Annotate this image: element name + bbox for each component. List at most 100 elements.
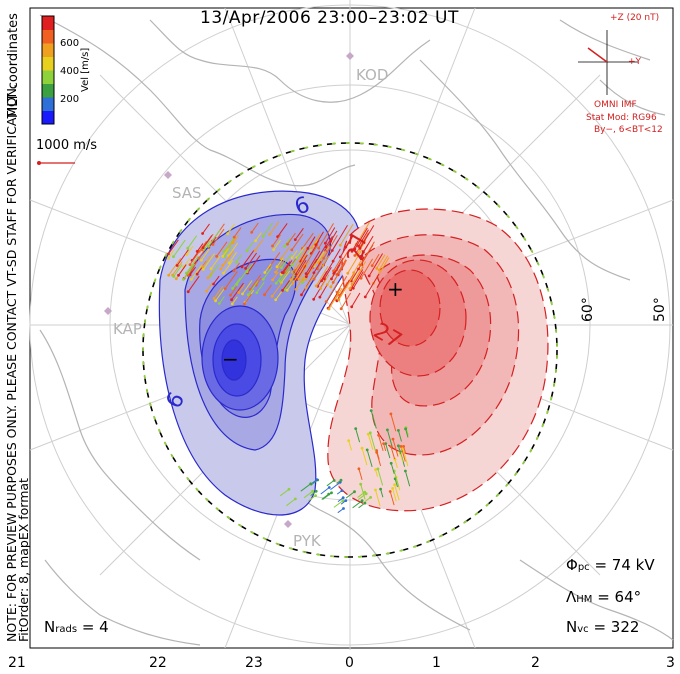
velocity-vector — [233, 227, 242, 238]
velocity-vector — [187, 235, 198, 249]
velocity-vector — [367, 433, 374, 450]
velocity-vector — [402, 448, 409, 467]
velocity-vector — [318, 245, 330, 263]
velocity-vector — [276, 258, 284, 267]
velocity-vector — [247, 255, 261, 274]
station-marker-kap — [104, 307, 112, 315]
velocity-vector — [316, 245, 332, 270]
velocity-vector — [173, 264, 183, 277]
fit-order-note: FitOrder: 8, mapEX format — [16, 478, 31, 642]
velocity-vector — [281, 261, 291, 273]
velocity-vector — [322, 492, 332, 500]
velocity-vector — [364, 496, 371, 503]
velocity-vector — [375, 469, 378, 477]
velocity-vector — [208, 236, 217, 248]
velocity-vector — [189, 247, 203, 265]
velocity-vector — [355, 222, 370, 245]
velocity-vector — [230, 286, 238, 296]
velocity-vector — [330, 230, 338, 242]
station-label-sas: SAS — [172, 184, 202, 202]
colorbar-tick-400: 400 — [60, 66, 80, 77]
velocity-vector — [359, 225, 375, 249]
velocity-vector — [202, 223, 210, 234]
colorbar-tick-200: 200 — [60, 94, 80, 105]
hm-boundary-latitude: ΛHM = 64° — [566, 588, 641, 606]
velocity-vector — [351, 292, 361, 308]
velocity-vector — [331, 264, 341, 280]
mlt-tick-23: 23 — [245, 655, 263, 671]
velocity-vector — [294, 228, 304, 240]
velocity-vector — [338, 273, 355, 301]
velocity-vector — [353, 260, 362, 273]
velocity-vector — [277, 223, 288, 237]
potential-maximum-marker: + — [387, 277, 404, 301]
velocity-vector — [212, 228, 225, 245]
positive-potential-cell — [327, 208, 549, 512]
velocity-vector — [262, 222, 273, 237]
velocity-vector — [298, 260, 311, 280]
velocity-vector — [405, 428, 409, 438]
velocity-vector — [307, 236, 316, 249]
velocity-vector — [366, 449, 373, 468]
velocity-vector — [311, 233, 321, 248]
velocity-vector — [233, 262, 240, 272]
velocity-vector — [287, 232, 296, 245]
velocity-vector — [213, 286, 224, 299]
velocity-vector — [290, 254, 307, 281]
velocity-vector — [336, 279, 350, 302]
nvc-value: = 322 — [593, 618, 640, 636]
velocity-vector — [397, 445, 402, 455]
velocity-vector — [325, 235, 333, 248]
velocity-vector — [172, 261, 183, 276]
velocity-vector — [305, 258, 318, 277]
velocity-vector — [360, 258, 374, 279]
velocity-vector — [385, 443, 391, 459]
velocity-vector — [295, 276, 305, 290]
velocity-vector — [333, 259, 343, 274]
velocity-vector — [315, 266, 329, 287]
velocity-vector — [333, 500, 344, 508]
velocity-vector — [202, 235, 213, 248]
station-marker-pyk — [284, 520, 292, 528]
velocity-vector — [355, 428, 361, 443]
velocity-vector — [404, 470, 411, 487]
velocity-vector — [393, 470, 400, 488]
velocity-vector — [291, 246, 309, 273]
velocity-vector — [304, 244, 319, 267]
velocity-vector — [245, 252, 258, 269]
velocity-vector — [392, 488, 397, 502]
velocity-vector — [369, 432, 376, 451]
velocity-vector — [254, 239, 264, 251]
velocity-vector — [255, 277, 262, 286]
velocity-vector — [376, 254, 386, 269]
velocity-vector — [320, 274, 330, 289]
velocity-vector — [332, 259, 348, 283]
mlt-tick-1: 1 — [432, 655, 441, 671]
velocity-vector — [308, 495, 316, 502]
velocity-vector — [354, 232, 369, 256]
velocity-vector — [332, 248, 341, 262]
velocity-vector — [198, 249, 206, 259]
velocity-vector — [334, 288, 343, 300]
velocity-vector — [326, 479, 335, 487]
velocity-vector — [241, 250, 255, 268]
velocity-vector — [264, 284, 272, 295]
velocity-vector — [368, 253, 384, 277]
phi-value: = 74 kV — [594, 556, 655, 574]
velocity-vector — [375, 489, 381, 507]
velocity-vector — [378, 255, 389, 271]
colorbar-tick-600: 600 — [60, 38, 80, 49]
velocity-vector — [322, 255, 330, 267]
velocity-vector — [280, 253, 292, 268]
velocity-vector — [321, 493, 330, 500]
velocity-vector — [356, 239, 367, 256]
velocity-vector — [182, 263, 195, 280]
mlt-tick-3: 3 — [666, 655, 675, 671]
velocity-vector — [311, 479, 318, 484]
phi-symbol: Φ — [566, 556, 578, 574]
velocity-vector — [223, 244, 233, 257]
mlt-tick-22: 22 — [149, 655, 167, 671]
velocity-vector — [268, 252, 281, 268]
velocity-vector — [292, 262, 306, 284]
velocity-vector — [319, 285, 328, 298]
